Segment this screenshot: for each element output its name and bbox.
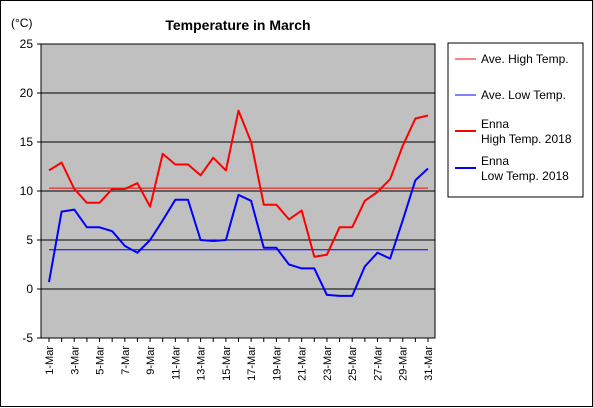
x-tick-label: 1-Mar: [44, 346, 56, 375]
y-tick-label: 0: [26, 282, 33, 296]
legend-label: Enna: [481, 154, 509, 168]
y-axis-unit-label: (°C): [11, 16, 32, 30]
x-tick-label: 15-Mar: [221, 346, 233, 381]
x-tick-label: 3-Mar: [69, 346, 81, 375]
x-axis-ticks: 1-Mar 3-Mar 5-Mar 7-Mar 9-Mar 11-Mar 13-Mar 15-…: [44, 338, 435, 381]
y-tick-label: 5: [26, 233, 33, 247]
x-tick-label: 21-Mar: [297, 346, 309, 381]
y-axis-ticks: 25 20 15 10 5 0 -5: [20, 37, 41, 345]
legend-label: Ave. Low Temp.: [481, 88, 566, 102]
x-tick-label: 27-Mar: [372, 346, 384, 381]
x-tick-label: 17-Mar: [246, 346, 258, 381]
legend-label: Enna: [481, 117, 509, 131]
series-line: [48, 167, 429, 297]
legend-box: [447, 42, 584, 198]
legend-label: Low Temp. 2018: [481, 169, 569, 183]
x-tick-label: 19-Mar: [271, 346, 283, 381]
y-tick-label: -5: [22, 331, 33, 345]
gridlines: [41, 92, 435, 290]
x-tick-label: 7-Mar: [120, 346, 132, 375]
x-tick-label: 25-Mar: [347, 346, 359, 381]
series-line: [48, 109, 429, 258]
legend-label: Ave. High Temp.: [481, 52, 569, 66]
x-tick-label: 23-Mar: [322, 346, 334, 381]
y-tick-label: 20: [20, 86, 34, 100]
x-tick-label: 13-Mar: [196, 346, 208, 381]
x-tick-label: 9-Mar: [145, 346, 157, 375]
x-tick-label: 5-Mar: [95, 346, 107, 375]
chart-title: Temperature in March: [165, 17, 310, 33]
x-tick-label: 31-Mar: [423, 346, 435, 381]
y-tick-label: 10: [20, 184, 34, 198]
y-tick-label: 25: [20, 37, 34, 51]
y-tick-label: 15: [20, 135, 34, 149]
series-lines: [48, 109, 429, 297]
x-tick-label: 29-Mar: [398, 346, 410, 381]
x-tick-label: 11-Mar: [170, 346, 182, 380]
legend-label: High Temp. 2018: [481, 132, 572, 146]
